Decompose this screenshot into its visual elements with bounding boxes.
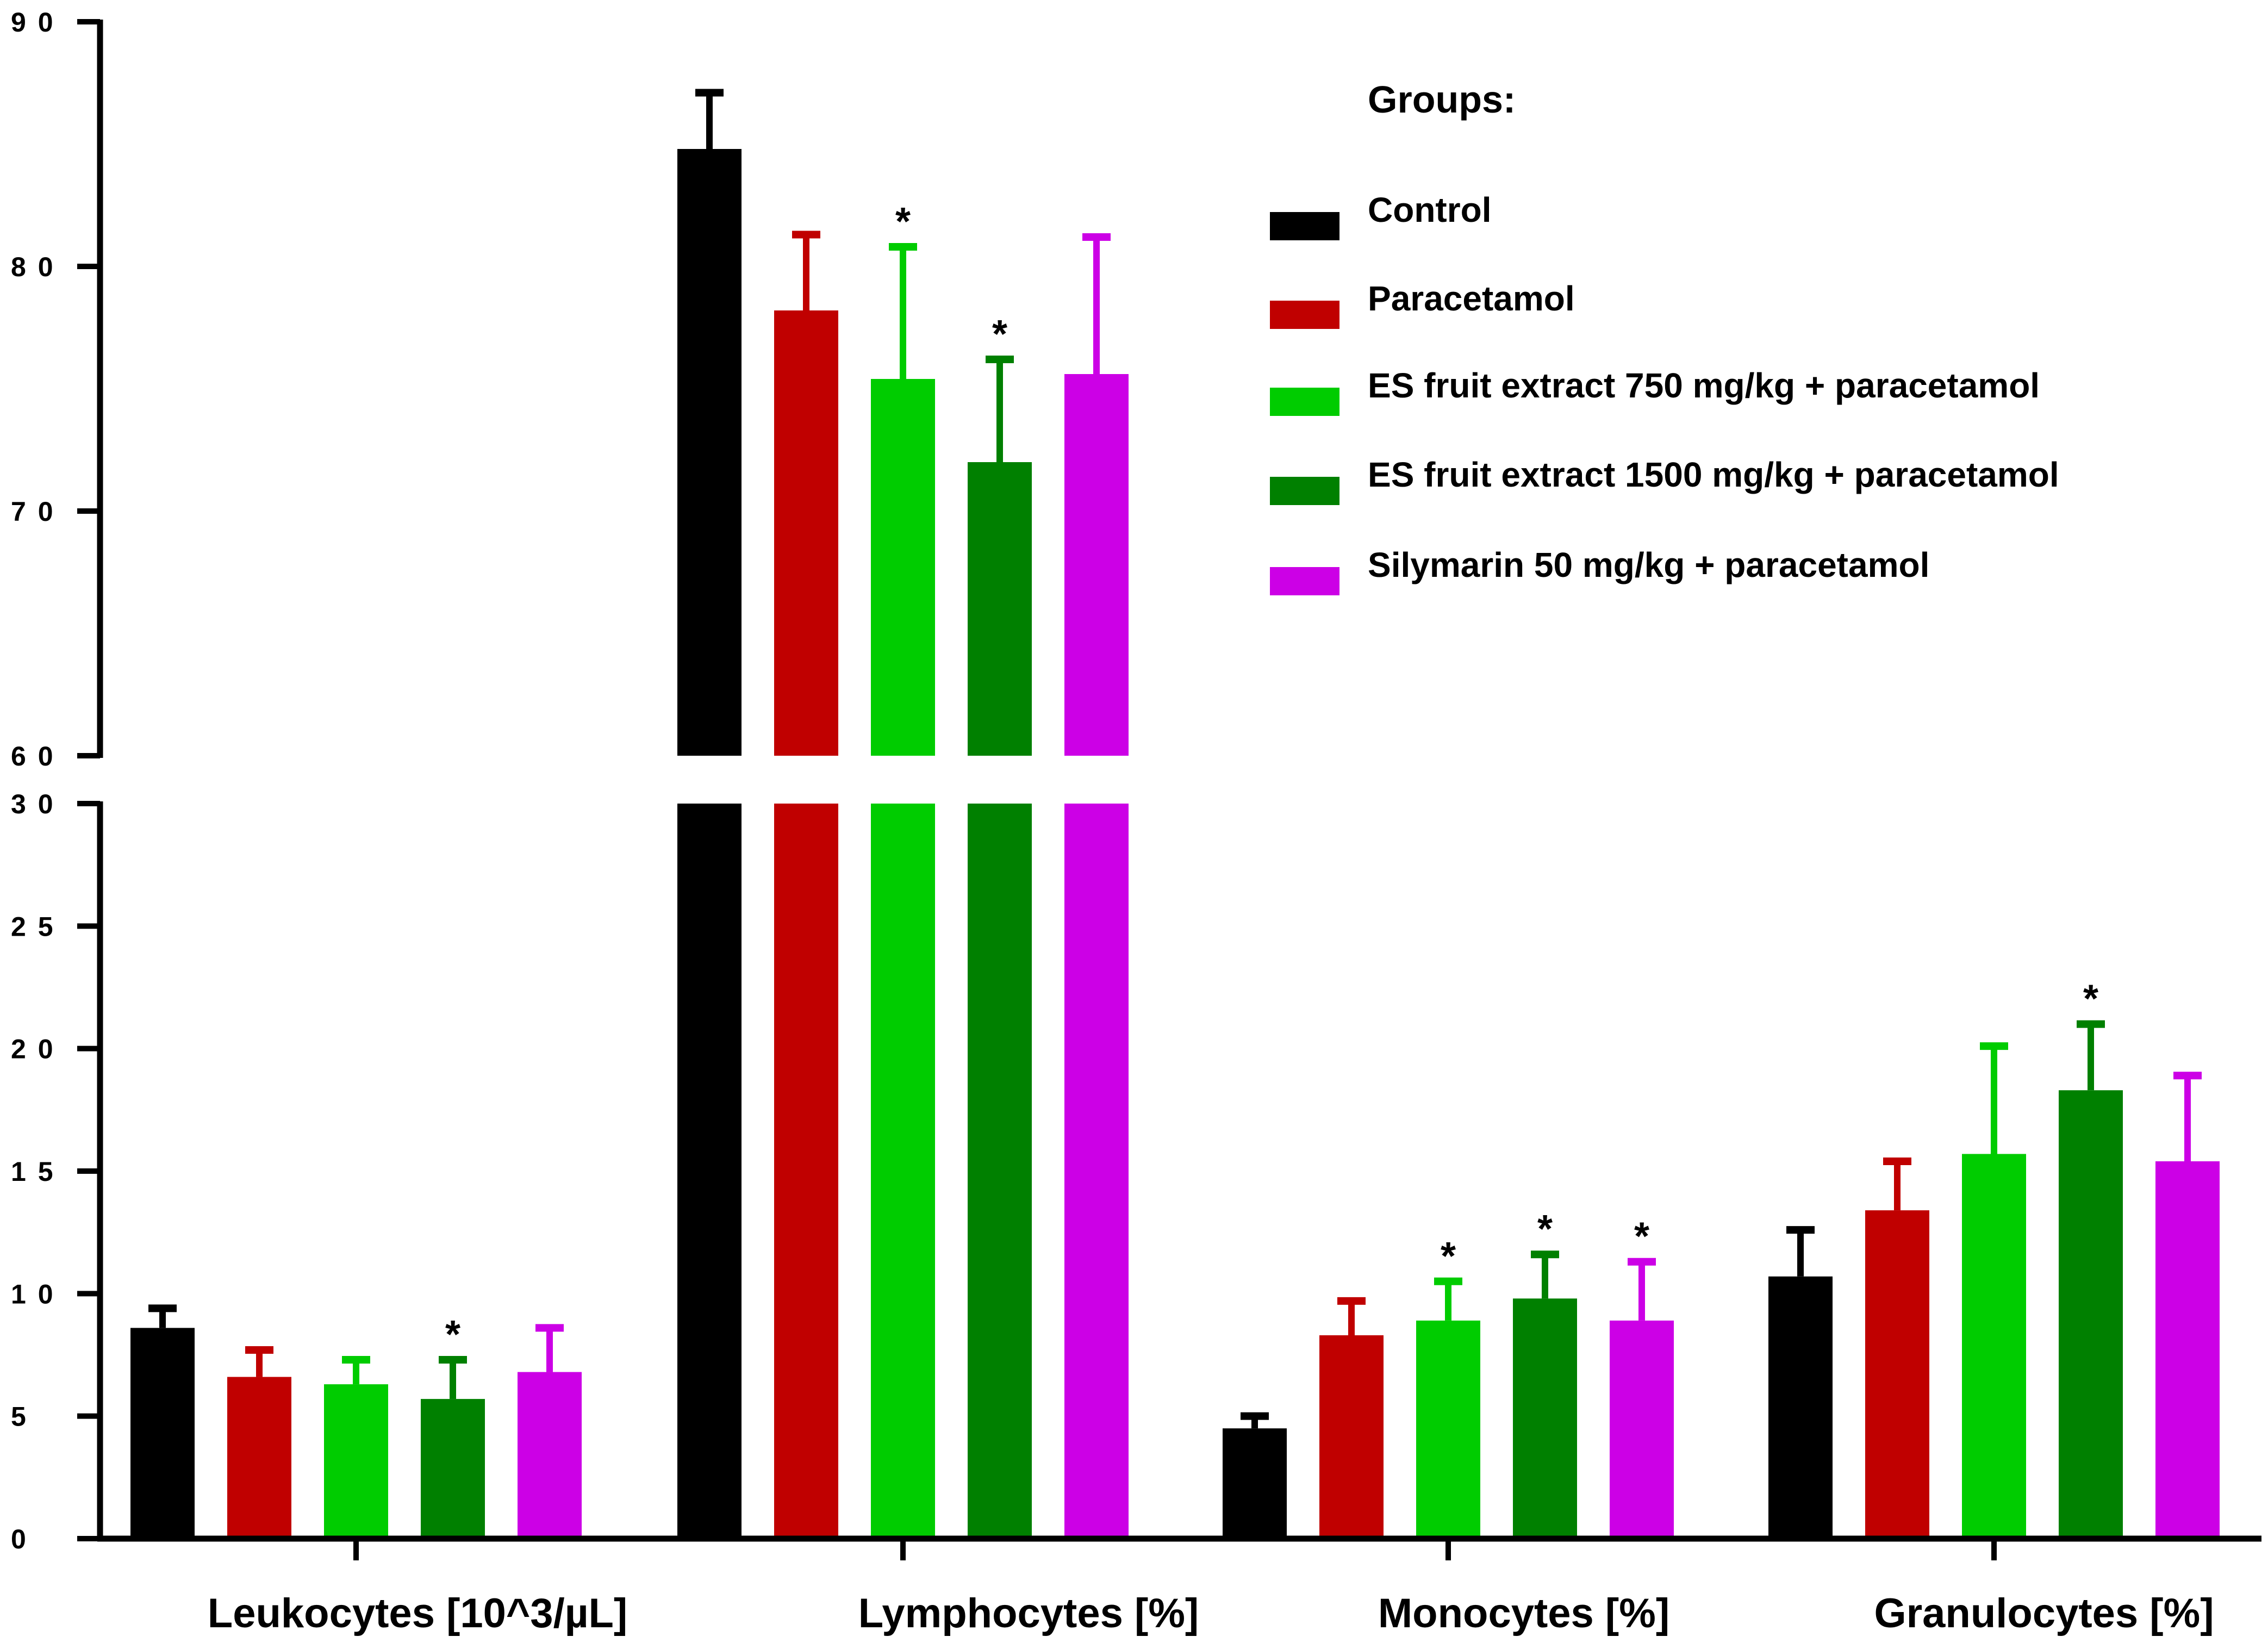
y-axis: 0 5 10 15 20 25 30 60 70 80 90 xyxy=(11,7,103,1554)
legend-label: ES fruit extract 750 mg/kg + paracetamol xyxy=(1368,366,2040,405)
legend-label: ES fruit extract 1500 mg/kg + paracetamo… xyxy=(1368,455,2059,494)
bar-4-2 xyxy=(1865,1210,1929,1539)
legend-label: Paracetamol xyxy=(1368,279,1575,318)
bar-4-4 xyxy=(2059,1090,2123,1539)
legend-label: Control xyxy=(1368,190,1492,229)
y-tick-label: 5 xyxy=(11,1402,38,1432)
y-tick-label: 60 xyxy=(11,741,65,771)
y-tick-label: 20 xyxy=(11,1034,65,1065)
bar-2-4-lower xyxy=(968,804,1032,1539)
significance-mark: * xyxy=(895,200,911,244)
bar-3-1 xyxy=(1223,1428,1287,1539)
y-tick-label: 90 xyxy=(11,7,65,38)
bar-2-2 xyxy=(774,310,838,756)
bar-4-1 xyxy=(1768,1276,1833,1539)
legend-swatch xyxy=(1270,388,1339,416)
bar-2-3 xyxy=(871,379,935,756)
y-tick-label: 0 xyxy=(11,1524,38,1554)
x-tick-label: Monocytes [%] xyxy=(1378,1590,1669,1636)
bar-2-1 xyxy=(677,149,742,756)
bar-2-5 xyxy=(1064,374,1129,756)
bars: * * * * * * * xyxy=(130,89,2220,1539)
significance-mark: * xyxy=(2083,978,2098,1021)
legend-swatch xyxy=(1270,567,1339,595)
bar-1-3 xyxy=(324,1384,388,1539)
bar-3-2 xyxy=(1319,1335,1384,1539)
legend-label: Silymarin 50 mg/kg + paracetamol xyxy=(1368,545,1929,584)
bar-4-5 xyxy=(2155,1161,2220,1539)
significance-mark: * xyxy=(1441,1235,1456,1278)
bar-2-1-lower xyxy=(677,804,742,1539)
legend: Groups: Control Paracetamol ES fruit extrac… xyxy=(1270,78,2059,595)
bar-1-1 xyxy=(130,1328,195,1539)
significance-mark: * xyxy=(1537,1208,1553,1251)
bar-1-5 xyxy=(518,1372,582,1539)
y-tick-label: 30 xyxy=(11,789,65,819)
y-tick-label: 10 xyxy=(11,1279,65,1309)
bar-2-5-lower xyxy=(1064,804,1129,1539)
bar-2-2-lower xyxy=(774,804,838,1539)
legend-swatch xyxy=(1270,477,1339,505)
x-axis: Leukocytes [10^3/µL] Lymphocytes [%] Monoc… xyxy=(97,1535,2261,1636)
x-tick-label: Lymphocytes [%] xyxy=(858,1590,1199,1636)
bar-2-3-lower xyxy=(871,804,935,1539)
bar-3-5 xyxy=(1610,1320,1674,1539)
y-tick-label: 25 xyxy=(11,911,65,942)
bar-1-2 xyxy=(227,1377,291,1539)
significance-mark: * xyxy=(992,313,1007,356)
bar-2-4 xyxy=(968,462,1032,756)
x-tick-label: Leukocytes [10^3/µL] xyxy=(208,1590,627,1636)
y-tick-label: 15 xyxy=(11,1156,65,1187)
legend-swatch xyxy=(1270,212,1339,240)
legend-title: Groups: xyxy=(1368,78,1516,121)
y-tick-label: 70 xyxy=(11,496,65,527)
x-tick-label: Granulocytes [%] xyxy=(1874,1590,2214,1636)
legend-swatch xyxy=(1270,301,1339,329)
bar-3-3 xyxy=(1416,1320,1480,1539)
y-tick-label: 80 xyxy=(11,252,65,282)
significance-mark: * xyxy=(445,1313,460,1356)
bar-1-4 xyxy=(421,1399,485,1539)
bar-4-3 xyxy=(1962,1154,2026,1539)
significance-mark: * xyxy=(1634,1215,1649,1259)
bar-3-4 xyxy=(1513,1298,1577,1539)
